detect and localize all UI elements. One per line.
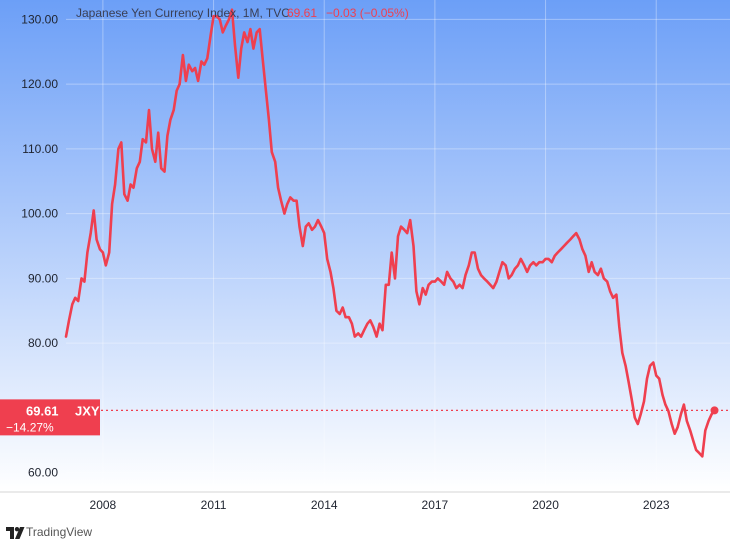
last-value-label: 69.61 (287, 6, 317, 20)
x-tick-label: 2023 (643, 498, 670, 512)
y-tick-label: 80.00 (28, 336, 58, 350)
y-tick-label: 120.00 (21, 77, 58, 91)
badge-symbol: JXY (75, 403, 100, 418)
badge-value: 69.61 (26, 403, 59, 418)
x-tick-label: 2017 (422, 498, 449, 512)
series-line (64, 8, 716, 458)
y-tick-label: 90.00 (28, 271, 58, 285)
y-tick-label: 110.00 (22, 142, 58, 156)
change-label: −0.03 (−0.05%) (326, 6, 409, 20)
grid (66, 0, 730, 492)
footer: TradingView (0, 516, 730, 548)
x-tick-label: 2020 (532, 498, 559, 512)
x-tick-label: 2011 (201, 498, 227, 512)
y-tick-label: 130.00 (21, 12, 58, 26)
y-tick-label: 60.00 (28, 466, 58, 480)
brand-label: TradingView (26, 525, 93, 539)
badge-background (0, 399, 100, 436)
price-badge[interactable]: 69.61 JXY −14.27% (0, 399, 100, 436)
x-tick-label: 2008 (90, 498, 117, 512)
series-group (64, 8, 719, 458)
y-tick-label: 100.00 (21, 207, 58, 221)
x-axis: 2008 2011 2014 2017 2020 2023 (0, 491, 730, 512)
badge-percent: −14.27% (6, 420, 54, 434)
tradingview-logo-icon (6, 527, 25, 539)
last-point-marker (710, 406, 719, 415)
y-axis: 60.00 80.00 90.00 100.00 110.00 120.00 130.00 (21, 12, 58, 479)
chart: 2008 2011 2014 2017 2020 2023 60.00 80.00 90.00… (0, 0, 730, 512)
chart-title: Japanese Yen Currency Index, 1M, TVC (76, 6, 290, 20)
x-tick-label: 2014 (311, 498, 338, 512)
